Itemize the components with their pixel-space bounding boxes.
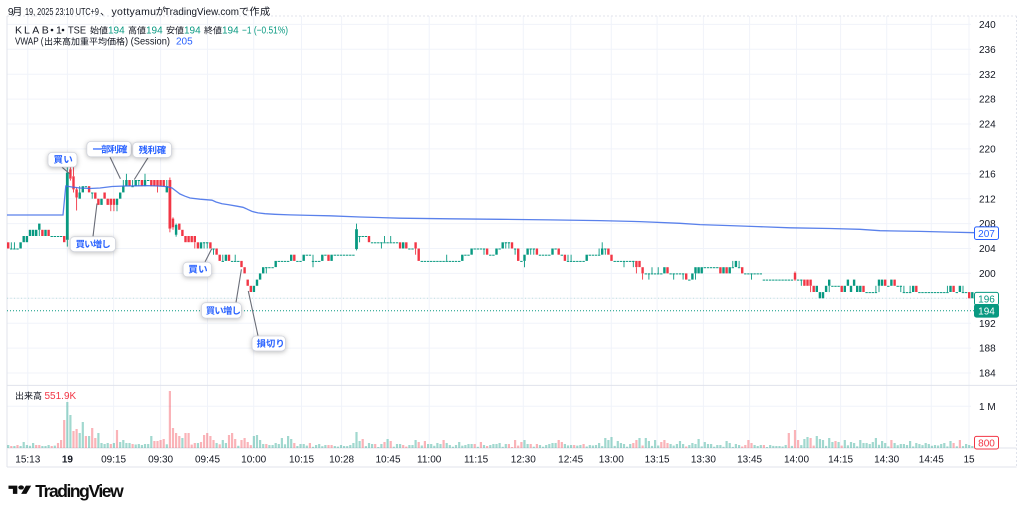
svg-text:12:30: 12:30 (511, 454, 536, 465)
svg-text:B: B (42, 25, 49, 37)
svg-text:09:45: 09:45 (195, 454, 220, 465)
svg-text:TradingView: TradingView (35, 481, 124, 501)
svg-text:194: 194 (184, 26, 201, 37)
svg-text:232: 232 (979, 70, 996, 81)
svg-text:11:15: 11:15 (464, 454, 489, 465)
svg-text:196: 196 (978, 294, 995, 305)
svg-text:15:13: 15:13 (15, 454, 40, 465)
svg-text:10:00: 10:00 (241, 454, 266, 465)
svg-text:TradingView.com: TradingView.com (164, 6, 239, 18)
svg-text:−1 (−0.51%): −1 (−0.51%) (242, 26, 288, 37)
svg-text:194: 194 (146, 26, 163, 37)
svg-text:10:45: 10:45 (375, 454, 400, 465)
svg-text:13:45: 13:45 (737, 454, 762, 465)
svg-text:13:30: 13:30 (691, 454, 716, 465)
svg-text:14:45: 14:45 (919, 454, 944, 465)
svg-text:216: 216 (979, 169, 996, 180)
svg-text:192: 192 (979, 319, 996, 330)
svg-text:1 M: 1 M (979, 402, 996, 413)
svg-text:11:00: 11:00 (417, 454, 442, 465)
svg-text:09:15: 09:15 (101, 454, 126, 465)
svg-text:10:28: 10:28 (329, 454, 354, 465)
svg-text:10:15: 10:15 (289, 454, 314, 465)
svg-text:TSE: TSE (68, 25, 86, 37)
svg-text:220: 220 (979, 145, 996, 156)
svg-text:A: A (32, 25, 39, 37)
svg-text:188: 188 (979, 344, 996, 355)
svg-text:228: 228 (979, 95, 996, 106)
svg-text:13:15: 13:15 (645, 454, 670, 465)
svg-text:194: 194 (108, 26, 125, 37)
svg-text:19: 19 (62, 454, 74, 465)
svg-text:yottyamu: yottyamu (112, 6, 157, 18)
svg-text:14:30: 14:30 (874, 454, 899, 465)
svg-text:14:15: 14:15 (828, 454, 853, 465)
svg-text:208: 208 (979, 219, 996, 230)
svg-text:205: 205 (176, 37, 193, 48)
svg-text:236: 236 (979, 45, 996, 56)
svg-text:13:00: 13:00 (599, 454, 624, 465)
svg-text:224: 224 (979, 120, 996, 131)
svg-text:194: 194 (222, 26, 239, 37)
svg-text:200: 200 (979, 269, 996, 280)
svg-text:212: 212 (979, 194, 996, 205)
svg-text:194: 194 (978, 306, 995, 317)
svg-text:12:45: 12:45 (558, 454, 583, 465)
svg-text:19, 2025 23:10 UTC+9: 19, 2025 23:10 UTC+9 (25, 6, 99, 18)
svg-text:14:00: 14:00 (784, 454, 809, 465)
svg-text:15: 15 (963, 454, 975, 465)
svg-text:09:30: 09:30 (148, 454, 173, 465)
svg-text:VWAP (: VWAP ( (15, 37, 44, 48)
svg-text:9: 9 (8, 6, 14, 18)
svg-text:K: K (15, 25, 22, 37)
svg-text:240: 240 (979, 20, 996, 31)
svg-text:207: 207 (978, 229, 995, 240)
svg-text:184: 184 (979, 369, 996, 380)
svg-text:) (Session): ) (Session) (125, 37, 170, 48)
svg-text:800: 800 (978, 438, 995, 449)
svg-text:204: 204 (979, 244, 996, 255)
svg-text:551.9K: 551.9K (45, 391, 77, 402)
svg-text:1: 1 (56, 25, 62, 37)
svg-text:L: L (24, 25, 30, 37)
